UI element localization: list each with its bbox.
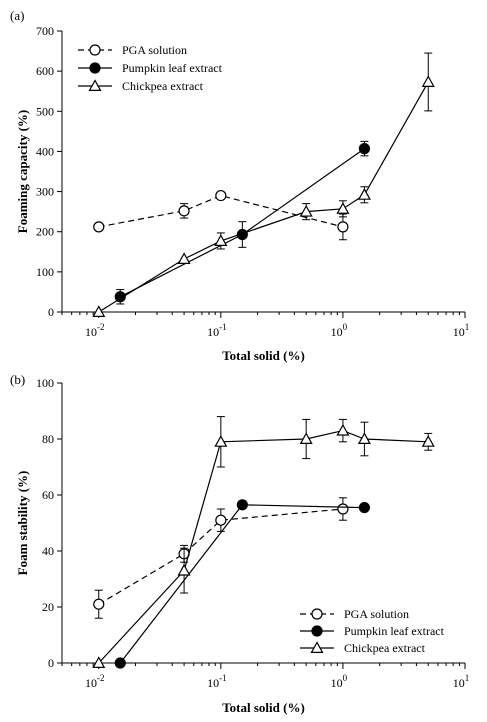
data-point — [215, 189, 227, 202]
series-line — [119, 504, 365, 664]
data-point — [93, 598, 105, 610]
y-tick-label: 500 — [36, 104, 54, 118]
x-tick-base: 10 — [85, 676, 97, 690]
data-point — [215, 514, 227, 526]
data-point — [236, 499, 248, 511]
legend: PGA solution Pumpkin leaf extract Chickpea… — [78, 43, 223, 93]
data-point — [421, 75, 435, 87]
x-tick-exponent: 1 — [465, 322, 470, 332]
panel-label: (b) — [10, 372, 25, 387]
data-point — [358, 502, 371, 514]
data-point — [337, 503, 349, 515]
x-tick-base: 10 — [453, 325, 465, 339]
y-tick-label: 400 — [36, 144, 54, 158]
x-tick-base: 10 — [453, 676, 465, 690]
series-line — [98, 508, 343, 605]
panel-label: (a) — [10, 8, 24, 23]
x-tick-base: 10 — [331, 676, 343, 690]
data-point — [214, 234, 228, 246]
y-tick-label: 100 — [36, 376, 54, 390]
data-point — [92, 656, 106, 669]
x-tick-exponent: -1 — [219, 322, 227, 332]
x-tick-exponent: 0 — [343, 673, 348, 683]
data-point — [336, 202, 350, 214]
data-point — [337, 221, 349, 233]
y-tick-label: 80 — [42, 432, 54, 446]
data-point — [358, 143, 371, 155]
y-tick-label: 0 — [48, 305, 54, 319]
legend-label: PGA solution — [122, 43, 187, 57]
legend-marker — [88, 79, 102, 92]
series-line — [98, 81, 429, 313]
data-point — [299, 432, 313, 444]
y-tick-label: 0 — [48, 656, 54, 670]
x-tick-label: 101 — [453, 322, 470, 339]
x-tick-label: 10-2 — [85, 673, 105, 690]
legend-marker — [89, 44, 101, 56]
x-tick-exponent: -2 — [97, 673, 105, 683]
data-point — [421, 435, 435, 447]
series-open-triangle — [92, 52, 435, 317]
y-tick-label: 40 — [42, 544, 54, 558]
x-tick-exponent: -2 — [97, 322, 105, 332]
legend-marker — [310, 641, 324, 654]
legend-marker — [311, 625, 323, 637]
series-open-circle — [93, 189, 349, 241]
x-tick-exponent: -1 — [219, 673, 227, 683]
series-open-triangle — [92, 416, 435, 669]
x-tick-base: 10 — [85, 325, 97, 339]
y-axis-title: Foam stability (%) — [15, 471, 30, 576]
x-axis-title: Total solid (%) — [222, 700, 305, 715]
y-tick-label: 700 — [36, 24, 54, 38]
data-point — [357, 432, 371, 444]
data-point — [236, 228, 248, 241]
x-tick-base: 10 — [207, 325, 219, 339]
legend-label: Pumpkin leaf extract — [122, 61, 223, 75]
series-open-circle — [93, 497, 349, 619]
data-point — [178, 205, 190, 217]
y-tick-label: 60 — [42, 488, 54, 502]
legend-label: PGA solution — [344, 607, 409, 621]
x-tick-exponent: 1 — [465, 673, 470, 683]
legend-label: Chickpea extract — [344, 641, 426, 655]
data-point — [336, 423, 350, 436]
data-point — [299, 204, 313, 217]
series-line — [98, 194, 344, 228]
y-tick-label: 100 — [36, 265, 54, 279]
x-tick-label: 10-1 — [207, 673, 227, 690]
x-tick-label: 100 — [331, 673, 348, 690]
x-tick-label: 10-1 — [207, 322, 227, 339]
y-tick-label: 200 — [36, 225, 54, 239]
y-tick-label: 600 — [36, 64, 54, 78]
legend-marker — [311, 608, 323, 620]
data-point — [114, 657, 126, 669]
data-point — [92, 305, 106, 317]
x-tick-base: 10 — [331, 325, 343, 339]
legend-marker — [89, 62, 101, 74]
data-point — [177, 563, 191, 576]
legend: PGA solution Pumpkin leaf extract Chickpea… — [300, 607, 445, 655]
data-point — [114, 291, 126, 303]
x-tick-base: 10 — [207, 676, 219, 690]
y-axis-title: Foaming capacity (%) — [15, 110, 30, 233]
series-filled-circle — [114, 499, 371, 669]
x-tick-label: 101 — [453, 673, 470, 690]
x-axis-title: Total solid (%) — [222, 348, 305, 363]
data-point — [214, 435, 228, 447]
series-filled-circle — [114, 140, 371, 305]
x-tick-label: 10-2 — [85, 322, 105, 339]
x-tick-label: 100 — [331, 322, 348, 339]
data-point — [93, 221, 105, 233]
legend-label: Pumpkin leaf extract — [344, 624, 445, 638]
legend-label: Chickpea extract — [122, 79, 204, 93]
y-tick-label: 20 — [42, 600, 54, 614]
data-point — [177, 252, 191, 265]
x-tick-exponent: 0 — [343, 322, 348, 332]
data-point — [357, 188, 371, 200]
y-tick-label: 300 — [36, 185, 54, 199]
